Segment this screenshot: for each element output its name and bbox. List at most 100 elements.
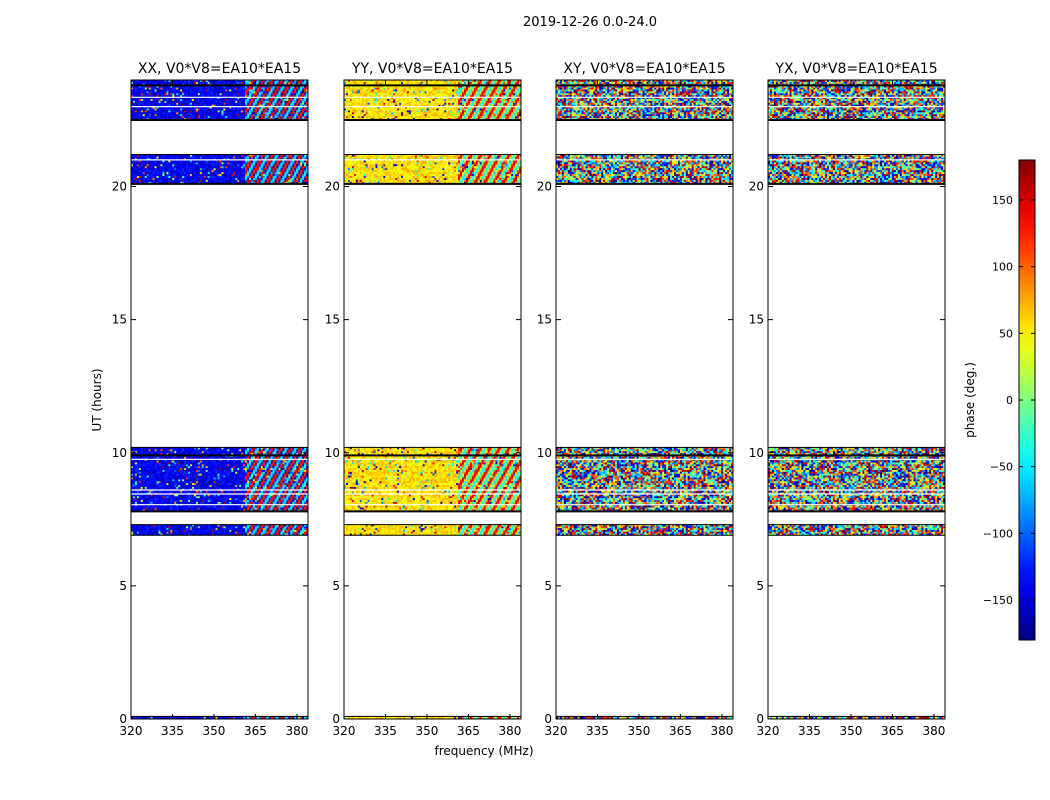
heatmap-cell (221, 179, 224, 183)
heatmap-cell (136, 486, 140, 490)
heatmap-cell (237, 170, 240, 173)
heatmap-cell (215, 176, 218, 179)
heatmap-cell (215, 464, 218, 467)
heatmap-cell (229, 485, 232, 488)
heatmap-cell (250, 176, 254, 179)
heatmap-cell (288, 162, 291, 165)
heatmap-cell (247, 477, 250, 480)
heatmap-cell (180, 176, 183, 179)
heatmap-cell (178, 462, 181, 465)
heatmap-cell (243, 469, 246, 473)
heatmap-cell (227, 485, 230, 488)
heatmap-cell (142, 531, 146, 534)
heatmap-cell (150, 490, 153, 493)
heatmap-cell (264, 533, 267, 536)
heatmap-cell (136, 453, 140, 456)
heatmap-cell (184, 471, 187, 475)
heatmap-cell (136, 449, 140, 452)
heatmap-cell (134, 479, 138, 482)
heatmap-cell (264, 177, 267, 181)
heatmap-cell (225, 179, 228, 183)
heatmap-cell (272, 168, 275, 171)
heatmap-cell (211, 176, 214, 179)
heatmap-cell (239, 501, 242, 505)
heatmap-cell (197, 160, 201, 163)
heatmap-cell (203, 176, 207, 179)
heatmap-cell (276, 176, 279, 179)
heatmap-cell (184, 468, 187, 471)
heatmap-cell (193, 172, 197, 175)
heatmap-cell (176, 172, 179, 175)
heatmap-cell (296, 528, 299, 531)
heatmap-cell (142, 460, 146, 463)
heatmap-cell (262, 475, 266, 478)
heatmap-cell (152, 498, 155, 501)
heatmap-cell (223, 176, 226, 179)
heatmap-cell (292, 526, 295, 529)
heatmap-cell (207, 166, 210, 169)
heatmap-cell (201, 179, 205, 183)
heatmap-cell (229, 176, 232, 179)
heatmap-cell (131, 154, 134, 157)
heatmap-cell (225, 172, 228, 175)
heatmap-cell (170, 531, 173, 534)
heatmap-cell (282, 174, 285, 177)
heatmap-cell (195, 481, 199, 484)
heatmap-cell (223, 466, 226, 469)
heatmap-cell (182, 176, 185, 179)
heatmap-cell (152, 160, 155, 163)
heatmap-cell (245, 494, 248, 497)
heatmap-cell (284, 477, 287, 480)
heatmap-cell (302, 528, 305, 531)
x-axis-label: frequency (MHz) (434, 744, 533, 758)
heatmap-cell (266, 486, 269, 490)
heatmap-cell (280, 154, 283, 157)
heatmap-cell (203, 526, 207, 529)
heatmap-cell (241, 164, 244, 167)
heatmap-cell (140, 468, 144, 471)
heatmap-cell (302, 462, 305, 465)
heatmap-cell (203, 507, 207, 510)
heatmap-cell (178, 507, 181, 510)
heatmap-cell (270, 174, 273, 177)
heatmap-cell (274, 177, 277, 181)
heatmap-cell (250, 462, 254, 465)
heatmap-cell (286, 528, 289, 531)
heatmap-cell (211, 477, 214, 480)
heatmap-cell (278, 176, 281, 179)
heatmap-cell (282, 172, 285, 175)
heatmap-cell (254, 501, 258, 505)
heatmap-cell (264, 172, 267, 175)
heatmap-cell (235, 486, 238, 490)
heatmap-cell (282, 179, 285, 183)
heatmap-cell (131, 500, 134, 503)
heatmap-cell (227, 498, 230, 501)
heatmap-cell (304, 483, 307, 486)
heatmap-cell (158, 473, 161, 476)
heatmap-cell (229, 481, 232, 484)
heatmap-cell (160, 524, 163, 527)
heatmap-cell (256, 528, 260, 531)
heatmap-cell (180, 170, 183, 173)
heatmap-cell (186, 154, 189, 157)
heatmap-cell (278, 456, 281, 459)
heatmap-cell (209, 468, 212, 471)
heatmap-cell (221, 174, 224, 177)
heatmap-cell (296, 481, 299, 484)
heatmap-cell (213, 531, 216, 534)
heatmap-cell (229, 486, 232, 490)
heatmap-cell (300, 479, 303, 482)
heatmap-cell (136, 154, 140, 157)
heatmap-cell (300, 496, 303, 499)
heatmap-cell (160, 464, 163, 467)
heatmap-cell (209, 528, 212, 531)
heatmap-cell (182, 531, 185, 534)
heatmap-cell (258, 179, 262, 183)
heatmap-cell (288, 156, 291, 159)
heatmap-cell (278, 485, 281, 488)
heatmap-cell (146, 486, 149, 490)
heatmap-cell (284, 486, 287, 490)
heatmap-cell (203, 453, 207, 456)
heatmap-cell (306, 473, 308, 476)
heatmap-cell (260, 524, 264, 527)
